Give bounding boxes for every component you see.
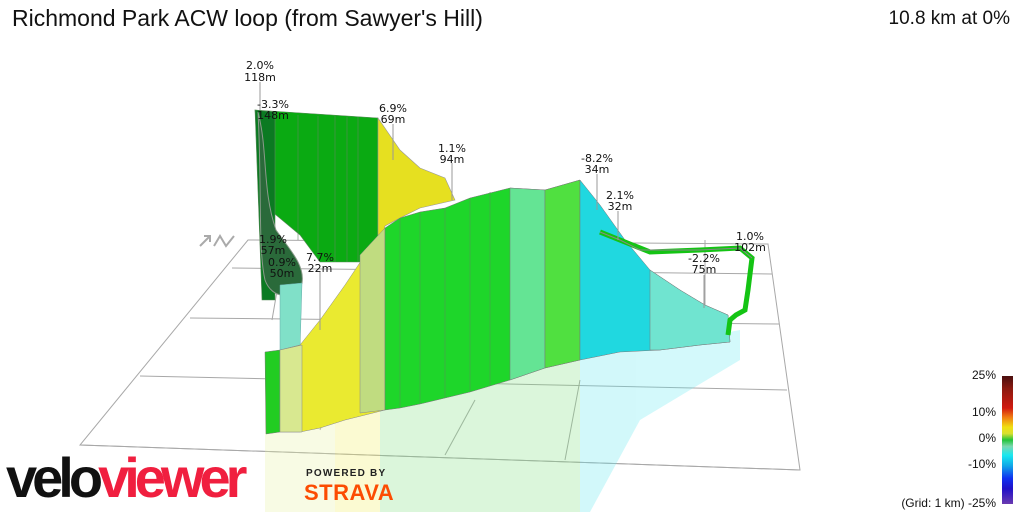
legend-tick-max: 25% bbox=[971, 368, 996, 382]
annotation-grade: 2.0% bbox=[246, 59, 274, 72]
profile-front-mint bbox=[509, 187, 546, 381]
route-summary: 10.8 km at 0% bbox=[888, 8, 1010, 29]
logo-viewer: viewer bbox=[98, 446, 247, 509]
strava-logo[interactable]: STRAVA bbox=[304, 480, 395, 505]
annotation-grade: 1.9% bbox=[259, 233, 287, 246]
annotation-grade: 2.1% bbox=[606, 189, 634, 202]
profile-front-lime bbox=[544, 179, 581, 369]
route-title: Richmond Park ACW loop (from Sawyer's Hi… bbox=[12, 5, 483, 31]
profile-front-pale bbox=[279, 344, 303, 433]
gradient-legend: 25% 10% 0% -10% (Grid: 1 km) -25% bbox=[901, 368, 1024, 512]
annotation-elev: 69m bbox=[381, 113, 406, 126]
annotation-elev: 118m bbox=[244, 71, 276, 84]
annotation-elev: 148m bbox=[257, 109, 289, 122]
profile-segment-lines bbox=[399, 192, 491, 408]
annotation-elev: 34m bbox=[585, 163, 610, 176]
annotation-elev: 75m bbox=[692, 263, 717, 276]
annotation-grade: 6.9% bbox=[379, 102, 407, 115]
annotation-elev: 50m bbox=[270, 267, 295, 280]
logo-velo: velo bbox=[6, 446, 103, 509]
legend-tick-neg10: -10% bbox=[967, 457, 996, 471]
powered-by-label: POWERED BY bbox=[306, 468, 387, 479]
profile-back-right-edge bbox=[599, 231, 753, 259]
profile-descent-teal bbox=[649, 269, 731, 351]
legend-tick-10: 10% bbox=[971, 405, 996, 419]
annotation-elev: 57m bbox=[261, 244, 286, 257]
north-arrow-icon bbox=[199, 234, 235, 248]
legend-tick-min: (Grid: 1 km) -25% bbox=[901, 496, 996, 510]
annotation-grade: 0.9% bbox=[268, 256, 296, 269]
annotation-elev: 32m bbox=[608, 200, 633, 213]
annotation-grade: 1.0% bbox=[736, 230, 764, 243]
profile-loop-right bbox=[599, 229, 755, 336]
annotation-elev: 94m bbox=[440, 153, 465, 166]
annotation-leaders bbox=[259, 82, 705, 330]
veloviewer-logo[interactable]: veloviewer bbox=[6, 446, 247, 509]
annotation-grade: -3.3% bbox=[257, 98, 289, 111]
profile-front-olive bbox=[359, 227, 386, 414]
annotation-elev: 102m bbox=[734, 241, 766, 254]
annotation-elev: 22m bbox=[308, 262, 333, 275]
profile-loop-cyan bbox=[279, 282, 303, 356]
annotation-grade: -8.2% bbox=[581, 152, 613, 165]
annotation-labels: 2.0% 118m -3.3% 148m 6.9% 69m 1.1% 94m -… bbox=[244, 59, 766, 280]
gradient-color-bar bbox=[1002, 376, 1013, 504]
annotation-grade: -2.2% bbox=[688, 252, 720, 265]
annotation-grade: 1.1% bbox=[438, 142, 466, 155]
legend-tick-0: 0% bbox=[978, 431, 996, 445]
profile-front-start bbox=[264, 349, 281, 435]
annotation-grade: 7.7% bbox=[306, 251, 334, 264]
